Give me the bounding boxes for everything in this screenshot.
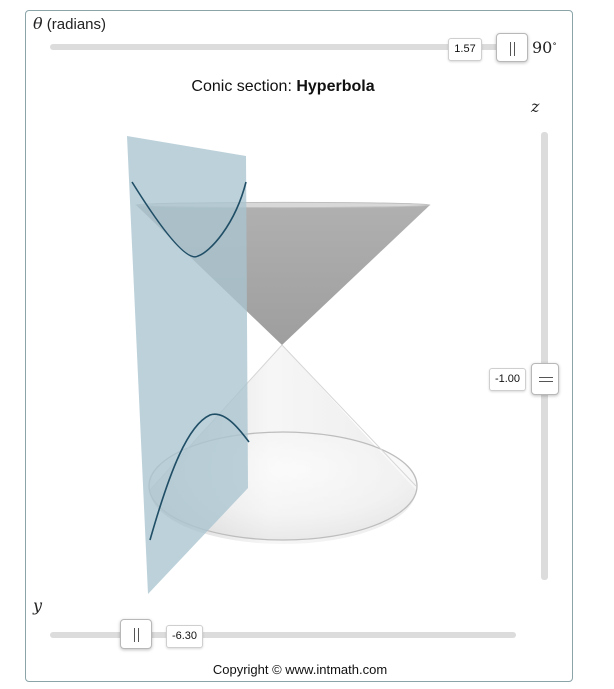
theta-label: θ (radians)	[33, 14, 106, 33]
z-slider-handle[interactable]	[531, 363, 559, 395]
theta-slider-track[interactable]	[50, 44, 515, 50]
grip-line-icon	[134, 628, 135, 642]
lower-cone-edge-right	[281, 344, 417, 487]
y-slider-track[interactable]	[50, 632, 516, 638]
z-value-box: -1.00	[489, 368, 526, 391]
y-value-box: -6.30	[166, 625, 203, 648]
z-label: z	[531, 97, 540, 116]
theta-degrees: 90∘	[532, 38, 557, 57]
theta-value-box: 1.57	[448, 38, 482, 61]
title-prefix: Conic section:	[191, 78, 297, 95]
theta-symbol: θ	[33, 14, 43, 33]
z-slider-track[interactable]	[541, 132, 548, 580]
applet-frame	[25, 10, 573, 682]
theta-label-text: (radians)	[42, 16, 106, 33]
hyperbola-lower-branch	[149, 413, 250, 541]
theta-slider-handle[interactable]	[496, 33, 528, 62]
copyright-text: Copyright © www.intmath.com	[212, 662, 388, 677]
grip-line-icon	[510, 42, 511, 56]
grip-line-icon	[539, 377, 553, 378]
theta-degree-value: 90	[532, 38, 553, 57]
y-label: y	[33, 596, 43, 615]
grip-line-icon	[138, 628, 139, 642]
degree-symbol: ∘	[552, 39, 557, 50]
conic-type: Hyperbola	[296, 78, 375, 95]
grip-line-icon	[539, 381, 553, 382]
grip-line-icon	[514, 42, 515, 56]
cutting-plane	[127, 136, 248, 594]
page-title: Conic section: Hyperbola	[0, 78, 566, 96]
y-slider-handle[interactable]	[120, 619, 152, 649]
hyperbola-upper-branch	[131, 181, 247, 258]
